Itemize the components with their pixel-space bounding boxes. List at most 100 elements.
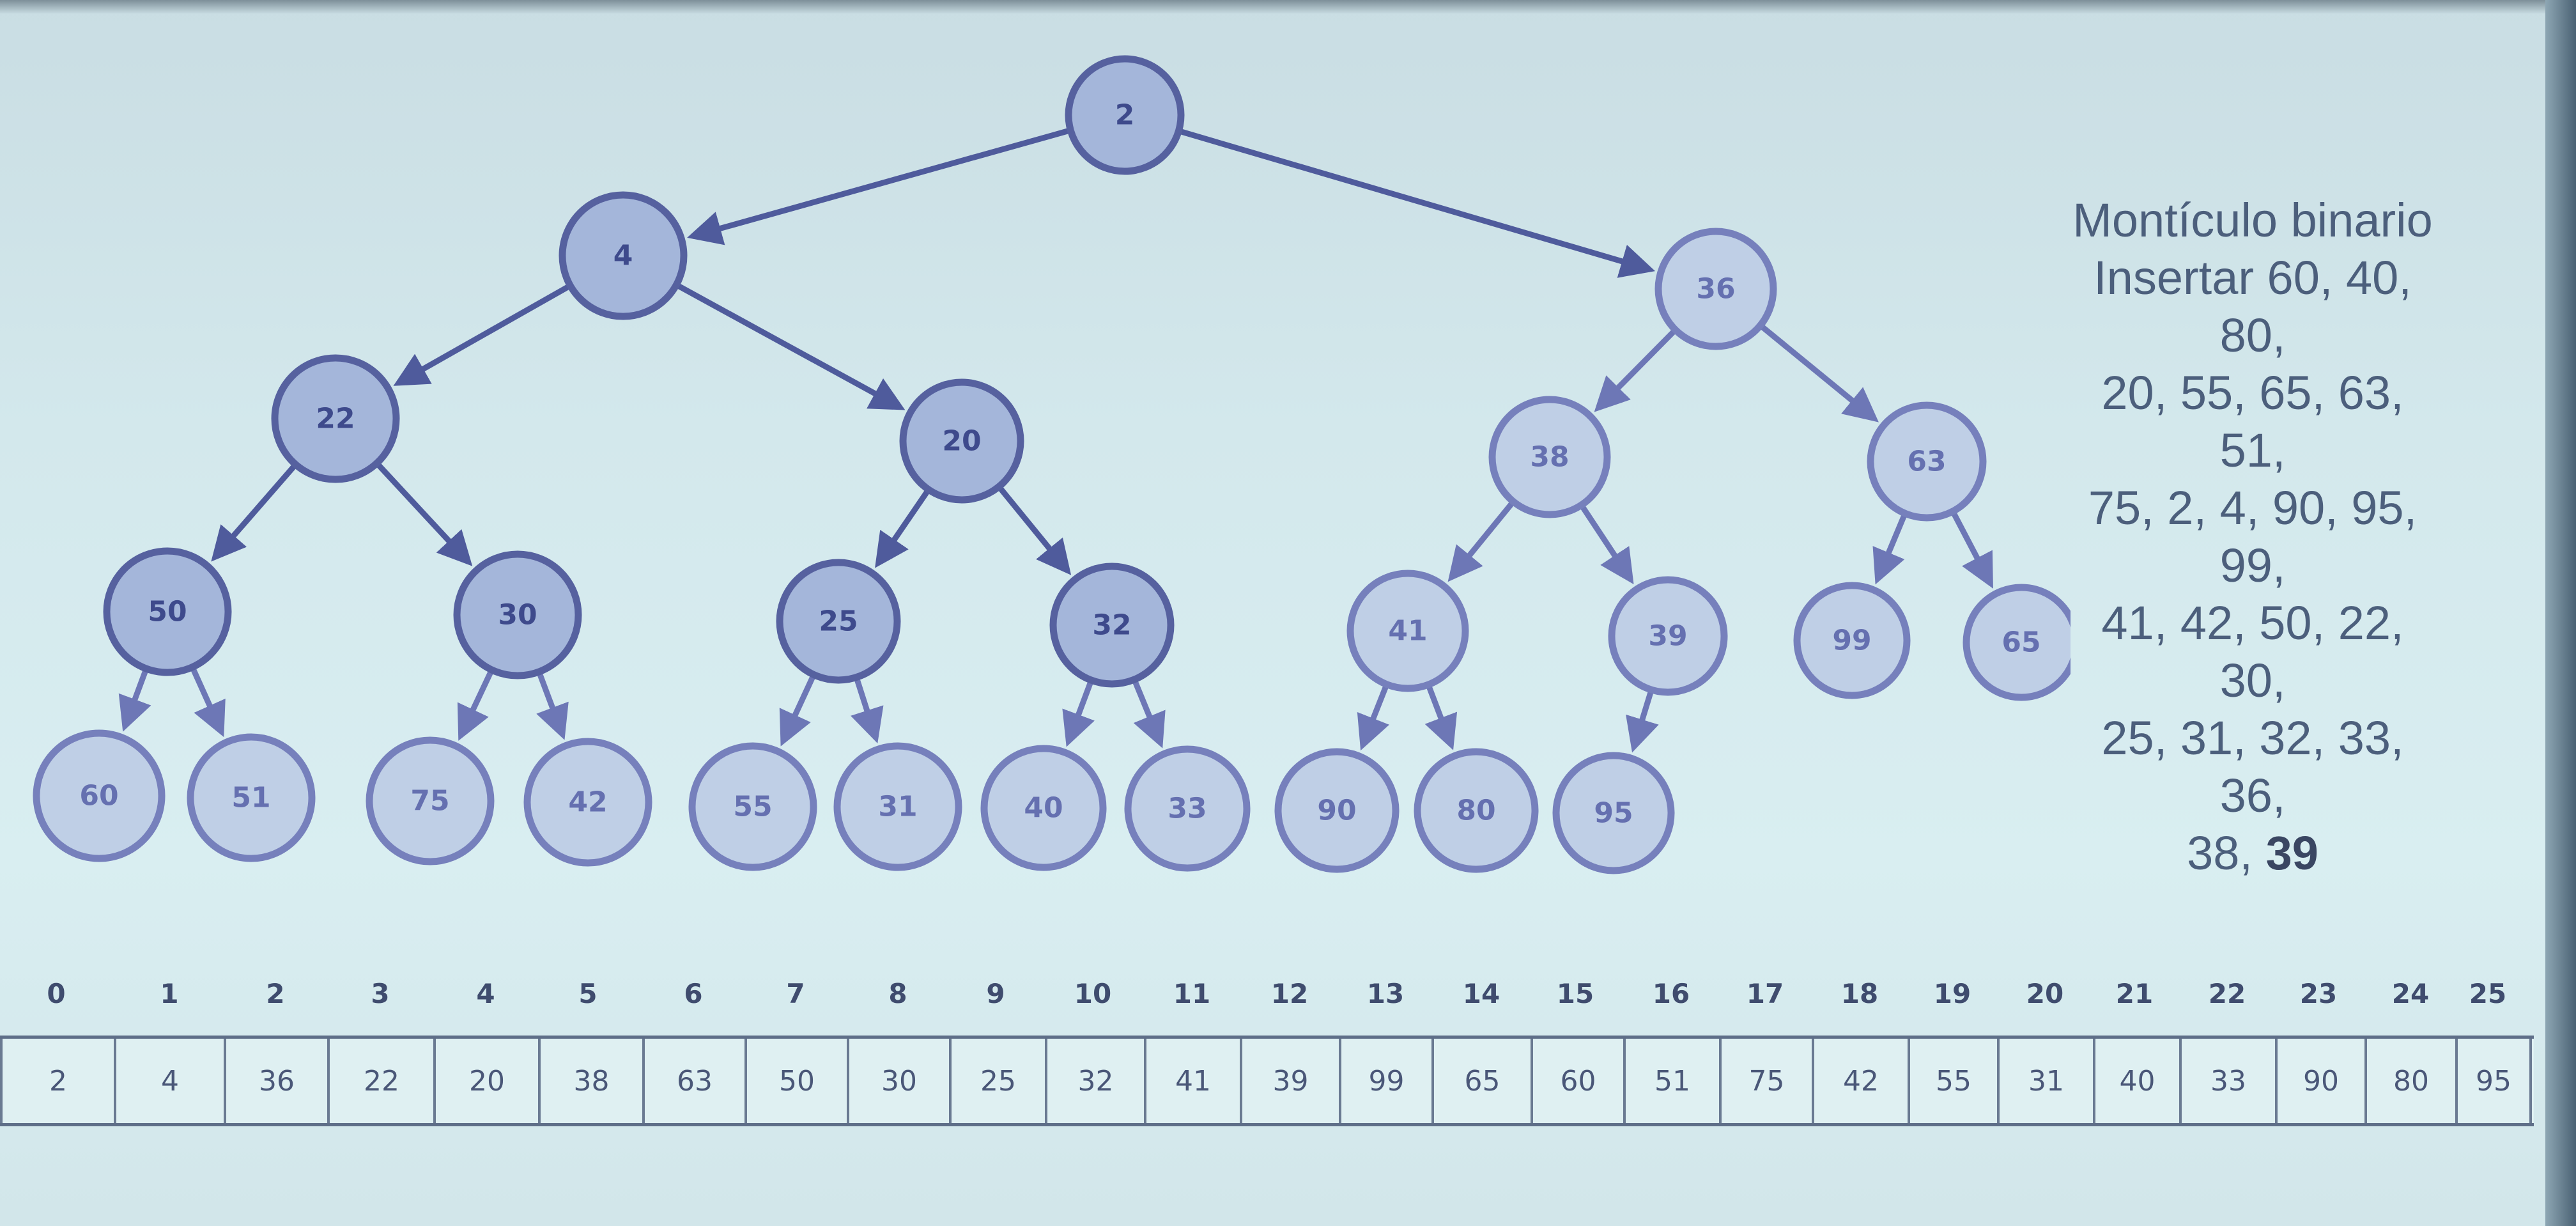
node-circle [776,559,901,684]
array-cell: 39 [1240,1039,1339,1123]
edge-n1-n4 [675,282,906,410]
edge-n7-n16 [189,665,226,738]
edge-n3-n8 [374,461,473,566]
heap-node-40: 40 [980,745,1107,871]
array-cell: 41 [1144,1039,1240,1123]
node-circle [1124,745,1251,872]
array-cell: 63 [642,1039,744,1123]
heap-node-55: 55 [688,742,817,871]
heap-node-38: 38 [1488,396,1611,518]
node-label: 33 [1168,793,1207,825]
edge-n5-n12 [1578,503,1634,585]
edge-n7-n15 [118,667,151,732]
edge-n12-n25 [1626,688,1659,753]
caption-line: 75, 2, 4, 90, 95, 99, [2088,481,2418,592]
array-index: 15 [1556,978,1594,1009]
edge-n9-n20 [851,676,884,743]
edge-n6-n13 [1872,512,1908,585]
node-circle [1346,570,1469,692]
node-label: 41 [1388,615,1427,648]
array-index: 16 [1652,978,1690,1009]
node-label: 95 [1594,797,1633,830]
node-circle [1867,401,1987,522]
edge-n3-n7 [211,462,298,562]
array-cell: 31 [1997,1039,2093,1123]
node-circle [559,191,688,320]
edge-n5-n11 [1447,499,1516,582]
node-circle [33,729,166,862]
node-circle [1065,55,1185,175]
node-label: 75 [410,785,449,818]
heap-node-39: 39 [1608,576,1728,696]
array-cell: 20 [433,1039,538,1123]
node-circle [1049,563,1175,688]
node-label: 25 [819,605,858,638]
node-circle [688,742,817,871]
node-label: 63 [1907,446,1946,478]
edge-n10-n22 [1131,678,1166,749]
array-cell: 30 [847,1039,949,1123]
node-label: 55 [733,791,772,823]
node-circle [453,550,582,679]
node-circle [1793,582,1911,699]
heap-node-63: 63 [1867,401,1987,522]
array-cell: 51 [1623,1039,1719,1123]
array-index: 18 [1840,978,1879,1009]
edge-n8-n17 [457,669,495,741]
edge-n11-n23 [1357,683,1390,751]
caption-last-inserted: 39 [2265,826,2318,880]
edge-n10-n21 [1062,679,1095,747]
array-index: 3 [371,978,390,1009]
array-index: 4 [476,978,495,1009]
heap-node-20: 20 [899,378,1024,504]
heap-node-41: 41 [1346,570,1469,692]
array-index: 24 [2391,978,2430,1009]
array-index: 19 [1933,978,1971,1009]
array-cell: 50 [744,1039,847,1123]
array-index: 21 [2115,978,2154,1009]
caption-line: 38, 39 [2071,825,2435,882]
caption-line: Montículo binario [2072,194,2433,247]
node-label: 40 [1024,792,1063,825]
array-cell: 4 [114,1039,224,1123]
edge-n8-n18 [536,671,569,740]
heap-array-table: 2 4 36 22 20 38 63 50 30 25 32 41 39 99 65 60 51 75 42 55 31… [0,1036,2534,1126]
caption-line: 25, 31, 32, 33, 36, [2101,711,2404,822]
node-label: 2 [1115,99,1135,132]
array-index: 23 [2299,978,2338,1009]
edge-n0-n1 [687,127,1072,245]
heap-node-42: 42 [523,738,652,867]
heap-node-99: 99 [1793,582,1911,699]
array-index: 1 [160,978,179,1009]
edge-n2-n6 [1758,323,1879,423]
tree-edges [118,127,1993,753]
array-cell: 95 [2455,1039,2532,1123]
array-index: 12 [1270,978,1309,1009]
array-index: 6 [684,978,703,1009]
heap-node-50: 50 [103,547,232,676]
heap-node-31: 31 [833,742,962,871]
array-cell: 75 [1719,1039,1812,1123]
node-circle [1488,396,1611,518]
node-label: 39 [1648,620,1687,653]
heap-node-80: 80 [1414,748,1539,873]
node-circle [833,742,962,871]
binary-heap-tree: 2 4 36 22 20 38 63 50 30 25 32 41 39 99 65 60 51 75 42 55 31… [33,55,2071,874]
node-label: 42 [568,786,607,819]
node-label: 80 [1456,795,1495,827]
caption-line: 41, 42, 50, 22, 30, [2101,596,2404,707]
heap-node-25: 25 [776,559,901,684]
node-label: 22 [316,403,355,435]
caption-last-prefix: 38, [2187,826,2266,880]
array-index: 17 [1746,978,1784,1009]
node-label: 50 [148,596,187,628]
heap-node-95: 95 [1552,752,1675,874]
array-cell: 65 [1431,1039,1531,1123]
screen-top-shadow [0,0,2576,14]
array-cell: 90 [2275,1039,2364,1123]
heap-node-22: 22 [271,354,400,483]
node-label: 4 [613,240,633,272]
node-circle [1654,228,1777,350]
node-circle [1552,752,1675,874]
node-label: 51 [231,782,270,814]
